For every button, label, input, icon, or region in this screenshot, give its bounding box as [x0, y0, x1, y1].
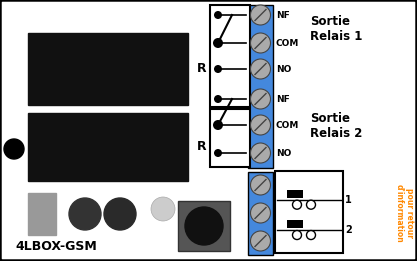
Text: 2: 2	[345, 225, 352, 235]
Circle shape	[251, 5, 271, 25]
Text: COM: COM	[276, 121, 299, 129]
Circle shape	[292, 200, 301, 209]
Bar	[178, 201, 230, 251]
Bar	[210, 109, 250, 167]
Text: Sortie
Relais 1: Sortie Relais 1	[310, 15, 362, 43]
Text: Contacts
pour retour
d'information: Contacts pour retour d'information	[395, 184, 417, 242]
Circle shape	[251, 143, 271, 163]
Circle shape	[251, 231, 271, 251]
Text: NF: NF	[276, 94, 290, 104]
Bar	[275, 171, 343, 253]
Bar	[28, 193, 56, 235]
Bar	[287, 190, 303, 198]
Circle shape	[251, 89, 271, 109]
Bar	[248, 5, 273, 168]
Text: R 1: R 1	[197, 140, 220, 153]
Text: NF: NF	[276, 10, 290, 20]
Text: 4LBOX-GSM: 4LBOX-GSM	[15, 240, 97, 253]
Circle shape	[185, 207, 223, 245]
Circle shape	[251, 175, 271, 195]
Text: 1: 1	[345, 195, 352, 205]
Circle shape	[4, 139, 24, 159]
Circle shape	[214, 95, 222, 103]
Circle shape	[151, 197, 175, 221]
Circle shape	[104, 198, 136, 230]
Text: NO: NO	[276, 64, 291, 74]
Circle shape	[306, 200, 316, 209]
Circle shape	[306, 230, 316, 240]
Circle shape	[213, 38, 223, 48]
Bar	[28, 33, 188, 105]
Text: COM: COM	[276, 39, 299, 48]
Text: NO: NO	[276, 149, 291, 157]
Text: R 2: R 2	[197, 62, 220, 75]
Circle shape	[214, 149, 222, 157]
Circle shape	[251, 33, 271, 53]
Circle shape	[251, 203, 271, 223]
Circle shape	[213, 120, 223, 130]
Circle shape	[292, 230, 301, 240]
Bar	[28, 113, 188, 181]
Circle shape	[214, 11, 222, 19]
Circle shape	[214, 65, 222, 73]
Bar	[248, 172, 273, 255]
Circle shape	[251, 115, 271, 135]
Text: Sortie
Relais 2: Sortie Relais 2	[310, 112, 362, 140]
Circle shape	[69, 198, 101, 230]
Circle shape	[251, 59, 271, 79]
Bar	[287, 220, 303, 228]
Bar	[210, 5, 250, 107]
